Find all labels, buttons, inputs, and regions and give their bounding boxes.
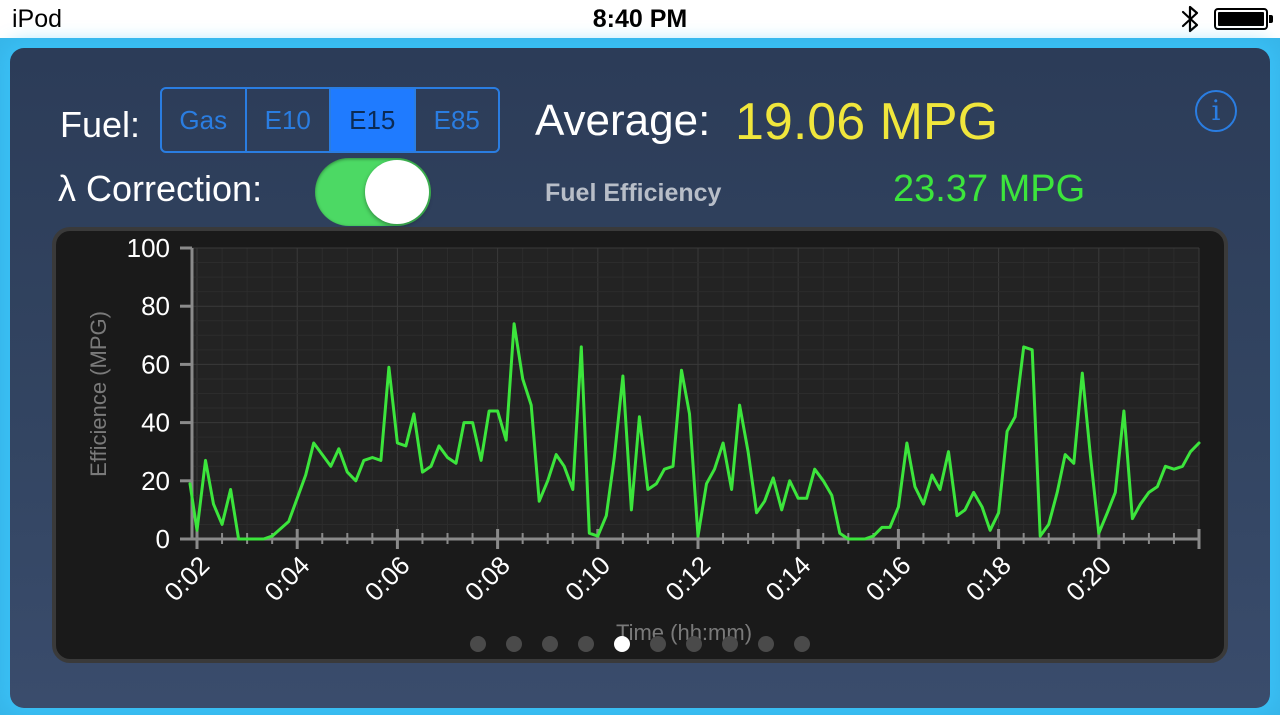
page-dot[interactable]: [470, 636, 486, 652]
fuel-option-e15[interactable]: E15: [331, 89, 416, 151]
bluetooth-icon: [1181, 5, 1199, 33]
battery-full-icon: [1214, 8, 1273, 30]
page-dot-active[interactable]: [614, 636, 630, 652]
x-tick-label: 0:16: [860, 550, 917, 607]
device-name: iPod: [12, 5, 63, 33]
status-bar: iPod 8:40 PM: [0, 0, 1280, 38]
x-tick-label: 0:02: [158, 550, 215, 607]
toggle-knob: [365, 160, 429, 224]
page-indicator[interactable]: [470, 636, 810, 652]
efficiency-chart[interactable]: 0 20 40 60 80 100 0:02 0:04 0:06 0:08 0:10 0:12 0:14…: [52, 227, 1228, 663]
page-dot[interactable]: [578, 636, 594, 652]
y-tick-label: 80: [141, 291, 170, 321]
y-axis-label: Efficience (MPG): [86, 311, 111, 477]
y-tick-label: 0: [156, 524, 170, 554]
fuel-option-e10[interactable]: E10: [247, 89, 331, 151]
x-tick-label: 0:20: [1060, 550, 1117, 607]
page-dot[interactable]: [650, 636, 666, 652]
x-tick-label: 0:14: [759, 550, 816, 607]
y-tick-label: 60: [141, 349, 170, 379]
y-tick-label: 20: [141, 466, 170, 496]
y-tick-label: 40: [141, 408, 170, 438]
x-tick-label: 0:10: [559, 550, 616, 607]
efficiency-series-line: [188, 322, 1201, 541]
page-dot[interactable]: [686, 636, 702, 652]
fuel-type-segmented-control[interactable]: Gas E10 E15 E85: [160, 87, 500, 153]
lambda-correction-toggle[interactable]: [315, 158, 431, 226]
x-tick-label: 0:18: [960, 550, 1017, 607]
lambda-correction-label: λ Correction:: [58, 168, 263, 209]
page-dot[interactable]: [722, 636, 738, 652]
fuel-efficiency-label: Fuel Efficiency: [545, 179, 722, 207]
fuel-option-gas[interactable]: Gas: [162, 89, 247, 151]
page-dot[interactable]: [506, 636, 522, 652]
x-tick-label: 0:06: [359, 550, 416, 607]
average-label: Average:: [535, 96, 711, 145]
x-tick-label: 0:04: [258, 550, 315, 607]
fuel-label: Fuel:: [60, 104, 141, 145]
x-tick-label: 0:12: [659, 550, 716, 607]
page-dot[interactable]: [794, 636, 810, 652]
y-tick-label: 100: [127, 233, 170, 263]
fuel-efficiency-value: 23.37 MPG: [893, 168, 1086, 210]
efficiency-chart-svg: 0 20 40 60 80 100 0:02 0:04 0:06 0:08 0:10 0:12 0:14…: [86, 233, 1201, 652]
status-time: 8:40 PM: [592, 5, 688, 33]
page-dot[interactable]: [542, 636, 558, 652]
page-dot[interactable]: [758, 636, 774, 652]
info-icon[interactable]: i: [1195, 90, 1237, 132]
fuel-option-e85[interactable]: E85: [433, 104, 480, 135]
average-value: 19.06 MPG: [735, 93, 999, 151]
x-tick-label: 0:08: [459, 550, 516, 607]
